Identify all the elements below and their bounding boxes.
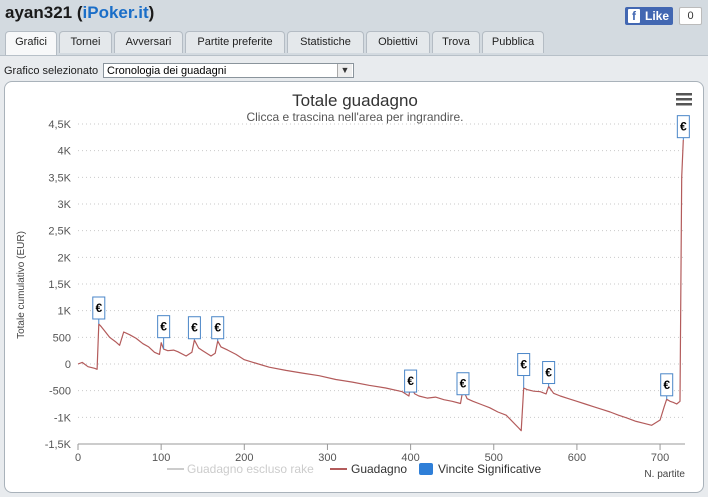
x-tick-label: 200 (235, 452, 253, 464)
chart-selector-row: Grafico selezionato Cronologia dei guada… (0, 60, 708, 80)
series-layer (77, 139, 684, 432)
y-tick-label: 3,5K (48, 172, 71, 184)
euro-icon: € (545, 366, 552, 380)
chart-title: Totale guadagno (292, 91, 418, 110)
significant-win-flag[interactable]: € (542, 361, 556, 387)
x-tick-label: 300 (318, 452, 336, 464)
flag-box (456, 372, 470, 396)
significant-win-flag[interactable]: € (157, 315, 171, 350)
y-tick-label: 0 (65, 359, 71, 371)
gain-chart[interactable]: Totale guadagno Clicca e trascina nell'a… (5, 82, 703, 492)
flag-box (187, 316, 201, 340)
chart-subtitle: Clicca e trascina nell'area per ingrandi… (246, 110, 463, 124)
menu-bar-middle (676, 98, 692, 101)
euro-icon: € (191, 321, 198, 335)
euro-icon: € (460, 377, 467, 391)
tab-avversari[interactable]: Avversari (114, 31, 183, 53)
euro-icon: € (407, 374, 414, 388)
flag-box (92, 296, 106, 320)
x-tick-label: 600 (568, 452, 586, 464)
euro-icon: € (680, 120, 687, 134)
x-tick-label: 100 (152, 452, 170, 464)
y-tick-label: 2K (58, 252, 72, 264)
hamburger-menu-icon[interactable] (669, 88, 695, 108)
facebook-like-button[interactable]: f Like (625, 7, 673, 25)
x-tick-label: 400 (401, 452, 419, 464)
flag-box (517, 353, 531, 377)
y-tick-label: 4K (58, 146, 72, 158)
flags-layer: € € € € € € € € € € (92, 115, 690, 400)
y-tick-label: 1,5K (48, 279, 71, 291)
euro-icon: € (520, 358, 527, 372)
y-tick-label: -500 (49, 386, 71, 398)
brand-link[interactable]: iPoker.it (82, 3, 149, 22)
like-label: Like (645, 9, 670, 23)
y-tick-label: 4,5K (48, 119, 71, 131)
y-tick-label: 2,5K (48, 226, 71, 238)
y-tick-label: 1K (58, 306, 72, 318)
significant-win-flag[interactable]: € (211, 316, 225, 342)
tab-partite-preferite[interactable]: Partite preferite (185, 31, 285, 53)
like-count: 0 (679, 7, 702, 25)
x-tick-label: 500 (485, 452, 503, 464)
significant-win-flag[interactable]: € (92, 296, 106, 324)
significant-win-flag[interactable]: € (517, 353, 531, 388)
open-paren: ( (72, 3, 83, 22)
username: ayan321 (5, 3, 73, 22)
legend-item-flags[interactable]: Vincite Significative (438, 462, 541, 476)
legend-item-gain[interactable]: Guadagno (351, 462, 407, 476)
grid-layer: -1,5K -1K -500 0 500 1K 1,5K 2K 2,5K 3K 3,5K 4K 4,5K… (45, 119, 685, 464)
flag-box (404, 369, 418, 393)
chart-panel: Totale guadagno Clicca e trascina nell'a… (4, 81, 704, 493)
y-tick-label: 3K (58, 199, 72, 211)
euro-icon: € (214, 321, 221, 335)
menu-bar-top (676, 93, 692, 96)
significant-win-flag[interactable]: € (404, 369, 418, 393)
flag-box (211, 316, 225, 340)
significant-win-flag[interactable]: € (660, 373, 674, 400)
tab-pubblica[interactable]: Pubblica (482, 31, 544, 53)
euro-icon: € (663, 378, 670, 392)
tab-trova[interactable]: Trova (432, 31, 480, 53)
gain-series-line (77, 139, 684, 432)
chart-select-value: Cronologia dei guadagni (107, 65, 227, 77)
x-tick-label: 700 (651, 452, 669, 464)
significant-win-flag[interactable]: € (676, 115, 690, 140)
facebook-icon: f (628, 9, 640, 23)
top-header: ayan321 (iPoker.it) f Like 0 (0, 0, 708, 28)
tab-tornei[interactable]: Tornei (59, 31, 112, 53)
euro-icon: € (160, 320, 167, 334)
tab-bar: Grafici Tornei Avversari Partite preferi… (0, 28, 708, 56)
y-axis-title: Totale cumulativo (EUR) (16, 231, 27, 339)
tab-obiettivi[interactable]: Obiettivi (366, 31, 430, 53)
euro-icon: € (95, 301, 102, 315)
tab-statistiche[interactable]: Statistiche (287, 31, 364, 53)
y-tick-label: -1K (54, 412, 72, 424)
significant-win-flag[interactable]: € (187, 316, 201, 340)
y-tick-label: -1,5K (45, 439, 72, 451)
legend-symbol-flags (419, 463, 433, 475)
chart-selector-label: Grafico selezionato (4, 65, 99, 77)
y-tick-label: 500 (53, 332, 71, 344)
flag-box (157, 315, 171, 339)
significant-win-flag[interactable]: € (456, 372, 470, 396)
x-axis-title: N. partite (644, 469, 685, 480)
chart-select[interactable]: Cronologia dei guadagni ▼ (103, 63, 354, 78)
flag-box (542, 361, 556, 385)
legend-item-rake[interactable]: Guadagno escluso rake (187, 462, 314, 476)
close-paren: ) (148, 3, 155, 22)
site-title: ayan321 (iPoker.it) (5, 3, 154, 23)
flag-box (676, 115, 690, 139)
x-tick-label: 0 (75, 452, 81, 464)
tab-grafici[interactable]: Grafici (5, 31, 57, 55)
flag-box (660, 373, 674, 397)
chevron-down-icon: ▼ (337, 64, 352, 77)
menu-bar-bottom (676, 103, 692, 106)
legend: Guadagno escluso rake Guadagno Vincite S… (167, 462, 541, 476)
